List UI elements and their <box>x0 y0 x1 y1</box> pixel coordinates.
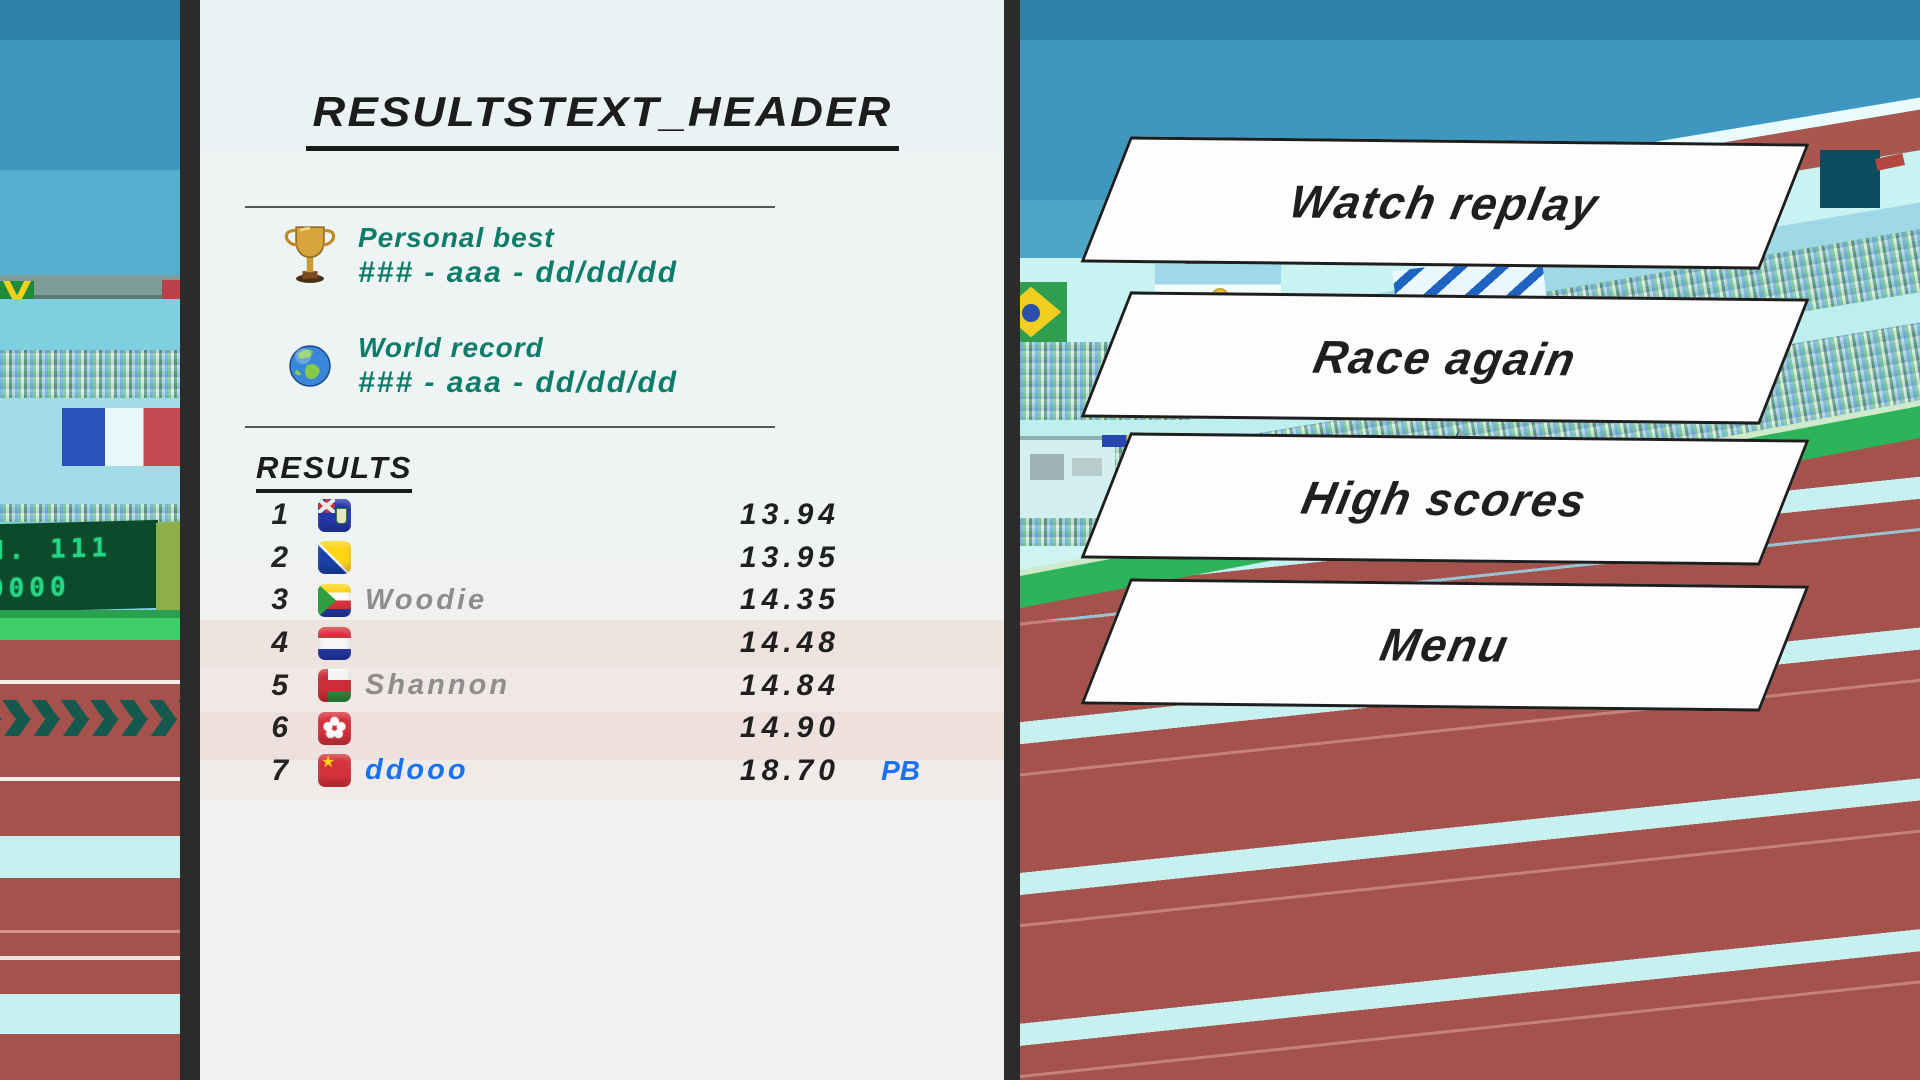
divider <box>245 426 775 428</box>
runner-name: ddooo <box>365 754 469 787</box>
table-row: 3 Woodie 14.35 <box>200 579 1004 622</box>
menu-button-watch-replay[interactable]: Watch replay <box>1080 136 1810 270</box>
brazil-flag <box>1020 282 1067 342</box>
rank-cell: 6 <box>271 711 288 745</box>
triangle-detail <box>318 583 337 617</box>
scoreboard-line-2: 0000 <box>0 572 71 605</box>
crowd-band <box>0 504 180 522</box>
runner-name: Shannon <box>365 669 511 702</box>
trackside-building <box>1020 436 1115 518</box>
rank-cell: 2 <box>271 540 288 574</box>
rank-cell: 3 <box>271 583 288 617</box>
globe-icon <box>289 345 331 387</box>
scoreboard-line-1: H. 111 <box>0 533 112 567</box>
results-panel: RESULTSTEXT_HEADER Personal best ### - a… <box>180 0 1020 1080</box>
runner-name: Woodie <box>365 583 488 616</box>
divider <box>245 206 775 208</box>
time-cell: 18.70 <box>739 753 840 787</box>
grass-strip <box>0 610 180 640</box>
table-row: 6 14.90 <box>200 707 1004 750</box>
blue-ensign-flag <box>318 498 351 532</box>
table-row: 4 14.48 <box>200 622 1004 665</box>
track-zigzag-mark <box>0 700 180 718</box>
time-cell: 14.84 <box>739 668 840 702</box>
building-window <box>1072 458 1102 476</box>
results-heading: RESULTS <box>256 450 413 493</box>
results-table: 1 13.94 2 13.95 3 Woodie 14.35 <box>200 494 1004 792</box>
personal-best-label: Personal best <box>358 222 555 253</box>
trophy-icon <box>284 226 336 283</box>
star-detail: ★ <box>321 754 336 772</box>
comoros-flag <box>318 583 351 617</box>
menu-button-label: Race again <box>1308 330 1582 386</box>
table-row: 5 Shannon 14.84 <box>200 664 1004 707</box>
rank-cell: 4 <box>271 626 288 660</box>
stand-band <box>0 299 180 350</box>
running-track-left <box>0 640 180 1080</box>
page-title-text: RESULTSTEXT_HEADER <box>305 88 899 151</box>
lane-line <box>0 777 180 781</box>
time-cell: 14.35 <box>739 583 840 617</box>
rank-cell: 7 <box>271 753 288 787</box>
pb-badge: PB <box>881 754 920 786</box>
netherlands-flag <box>318 626 351 660</box>
track-stripe <box>0 836 180 878</box>
track-stripe <box>0 994 180 1034</box>
menu-button-label: Menu <box>1375 618 1515 672</box>
time-cell: 14.48 <box>739 626 840 660</box>
shield-detail <box>336 507 347 524</box>
bosnia-flag <box>318 541 351 575</box>
building-window <box>1030 454 1064 480</box>
world-record-value: ### - aaa - dd/dd/dd <box>358 366 679 399</box>
menu-button-label: Watch replay <box>1285 175 1605 231</box>
time-cell: 13.94 <box>739 498 840 532</box>
stadium-background-left: H. 111 0000 <box>0 0 182 1080</box>
lane-line <box>0 930 180 933</box>
world-record-label: World record <box>358 332 544 363</box>
france-flag <box>62 408 182 466</box>
table-row: 7 ★ ddooo 18.70 PB <box>200 750 1004 793</box>
rank-cell: 1 <box>271 498 288 532</box>
page-title: RESULTSTEXT_HEADER <box>200 88 1004 151</box>
hong-kong-flag <box>318 711 351 745</box>
menu-button-high-scores[interactable]: High scores <box>1080 432 1810 566</box>
menu-button-menu[interactable]: Menu <box>1080 578 1810 712</box>
personal-best-value: ### - aaa - dd/dd/dd <box>358 256 679 289</box>
track-zigzag-mark <box>0 718 180 736</box>
rank-cell: 5 <box>271 668 288 702</box>
time-cell: 13.95 <box>739 540 840 574</box>
stadium-scoreboard: H. 111 0000 <box>0 519 158 613</box>
crowd-band <box>0 350 180 398</box>
lane-line <box>0 680 180 684</box>
lane-line <box>0 956 180 960</box>
menu-button-race-again[interactable]: Race again <box>1080 291 1810 425</box>
oman-flag <box>318 669 351 703</box>
table-row: 2 13.95 <box>200 537 1004 580</box>
scoreboard-side <box>156 521 180 615</box>
china-flag: ★ <box>318 754 351 788</box>
table-row: 1 13.94 <box>200 494 1004 537</box>
brazil-flag-globe <box>1022 303 1041 322</box>
union-jack-detail <box>318 498 335 513</box>
menu-button-label: High scores <box>1297 471 1593 527</box>
time-cell: 14.90 <box>739 711 840 745</box>
stand-structure <box>1820 150 1880 208</box>
